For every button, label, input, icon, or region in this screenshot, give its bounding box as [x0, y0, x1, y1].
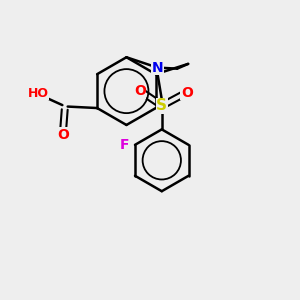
Text: N: N [152, 61, 163, 75]
Text: O: O [57, 128, 69, 142]
Text: F: F [120, 138, 129, 152]
Text: O: O [181, 85, 193, 100]
Text: O: O [134, 84, 146, 98]
Text: S: S [156, 98, 167, 113]
Text: HO: HO [28, 87, 49, 100]
